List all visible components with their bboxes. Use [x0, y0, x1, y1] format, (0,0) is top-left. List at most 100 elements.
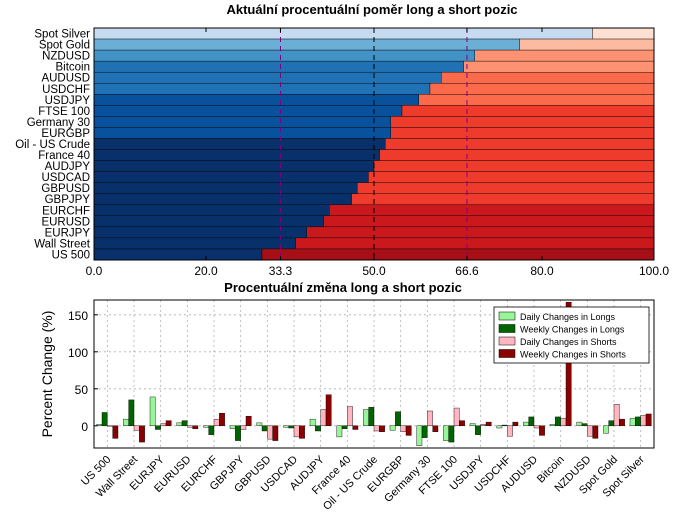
daily-short-bar	[267, 425, 273, 440]
short-bar	[418, 94, 655, 106]
daily-short-bar	[613, 404, 620, 426]
short-bar	[306, 226, 655, 239]
weekly-long-bar	[235, 425, 241, 441]
daily-short-bar	[533, 425, 540, 429]
category-label: EURGBP	[41, 128, 90, 140]
daily-short-bar	[587, 425, 593, 437]
daily-short-bar	[427, 410, 433, 427]
weekly-long-bar	[288, 425, 295, 429]
weekly-long-bar	[581, 423, 588, 426]
top-chart-title: Aktuální procentuální poměr long a short…	[226, 2, 517, 17]
weekly-long-bar	[608, 420, 615, 426]
weekly-long-bar	[315, 425, 321, 432]
short-bar	[385, 138, 655, 150]
daily-long-bar	[629, 418, 636, 426]
category-label: GBPJPY	[45, 194, 91, 206]
long-bar	[93, 71, 442, 84]
short-bar	[368, 171, 655, 183]
weekly-short-bar	[592, 425, 599, 439]
daily-long-bar	[309, 418, 316, 427]
x-tick-label: 20.0	[194, 264, 218, 278]
weekly-short-bar	[512, 421, 519, 427]
short-bar	[429, 83, 655, 95]
bottom-legend: Daily Changes in Longs Weekly Changes in …	[493, 306, 650, 364]
category-label: AUDUSD	[41, 73, 90, 85]
category-label: Spot Gold	[39, 40, 90, 52]
daily-short-bar	[213, 418, 220, 427]
weekly-long-bar	[155, 425, 161, 430]
daily-short-bar	[347, 406, 353, 426]
long-bar	[93, 127, 391, 139]
top-reference-lines	[279, 28, 468, 260]
short-bar	[295, 237, 655, 250]
short-bar	[390, 116, 655, 128]
short-bar	[474, 49, 655, 62]
long-bar	[93, 60, 464, 73]
weekly-long-bar	[128, 399, 135, 426]
long-bar	[93, 237, 296, 250]
long-bar	[93, 160, 375, 172]
daily-long-bar	[576, 421, 583, 427]
weekly-long-bar	[475, 425, 481, 435]
daily-long-bar	[549, 424, 556, 427]
weekly-long-bar	[208, 425, 215, 435]
short-bar	[390, 127, 655, 139]
daily-long-bar	[469, 423, 476, 426]
category-label: AUDJPY	[45, 161, 91, 173]
weekly-long-bar	[635, 416, 641, 427]
bottom-bars	[96, 302, 652, 446]
daily-long-bar	[363, 409, 369, 426]
y-tick-label: 150	[68, 309, 88, 323]
long-bar	[93, 193, 352, 205]
bottom-y-axis-label: Percent Change (%)	[39, 311, 55, 438]
weekly-short-bar	[112, 425, 119, 439]
weekly-short-bar	[405, 425, 412, 436]
weekly-short-bar	[192, 425, 199, 429]
x-tick-label: 100.0	[639, 264, 669, 278]
daily-short-bar	[400, 425, 407, 432]
daily-short-bar	[107, 425, 113, 427]
short-bar	[351, 193, 655, 205]
category-label: EURUSD	[41, 216, 90, 228]
legend-swatch	[498, 336, 516, 346]
category-label: USDJPY	[45, 95, 91, 107]
daily-long-bar	[256, 422, 263, 426]
daily-short-bar	[640, 415, 647, 427]
daily-long-bar	[229, 425, 236, 429]
long-bar	[93, 49, 475, 62]
weekly-short-bar	[459, 420, 465, 426]
weekly-long-bar	[395, 411, 401, 426]
daily-short-bar	[480, 424, 487, 427]
category-label: Germany 30	[27, 117, 90, 129]
short-bar	[261, 248, 655, 261]
short-bar	[379, 149, 655, 161]
daily-short-bar	[133, 425, 140, 431]
daily-short-bar	[320, 409, 327, 426]
weekly-long-bar	[421, 425, 428, 438]
daily-long-bar	[283, 425, 289, 428]
short-bar	[329, 204, 655, 217]
category-label: FTSE 100	[38, 106, 90, 118]
category-label: US 500	[52, 249, 90, 261]
bottom-chart-title: Procentuální změna long a short pozic	[224, 280, 462, 295]
weekly-long-bar	[368, 407, 375, 426]
long-bar	[93, 204, 330, 217]
top-x-tick-labels: 0.0 20.0 33.3 50.0 66.6 80.0 100.0	[86, 28, 669, 278]
daily-long-bar	[123, 418, 129, 427]
category-label: GBPUSD	[41, 183, 90, 195]
long-bar	[93, 116, 391, 128]
y-tick-label: 100	[68, 346, 88, 360]
x-tick-label: 33.3	[269, 264, 293, 278]
x-tick-label: 0.0	[86, 264, 103, 278]
daily-short-bar	[507, 425, 513, 437]
long-bar	[93, 248, 263, 261]
weekly-long-bar	[261, 425, 268, 432]
legend-swatch	[498, 349, 516, 358]
weekly-short-bar	[165, 420, 172, 426]
weekly-long-bar	[101, 412, 108, 427]
long-bar	[93, 149, 380, 161]
category-label: Wall Street	[34, 238, 91, 250]
